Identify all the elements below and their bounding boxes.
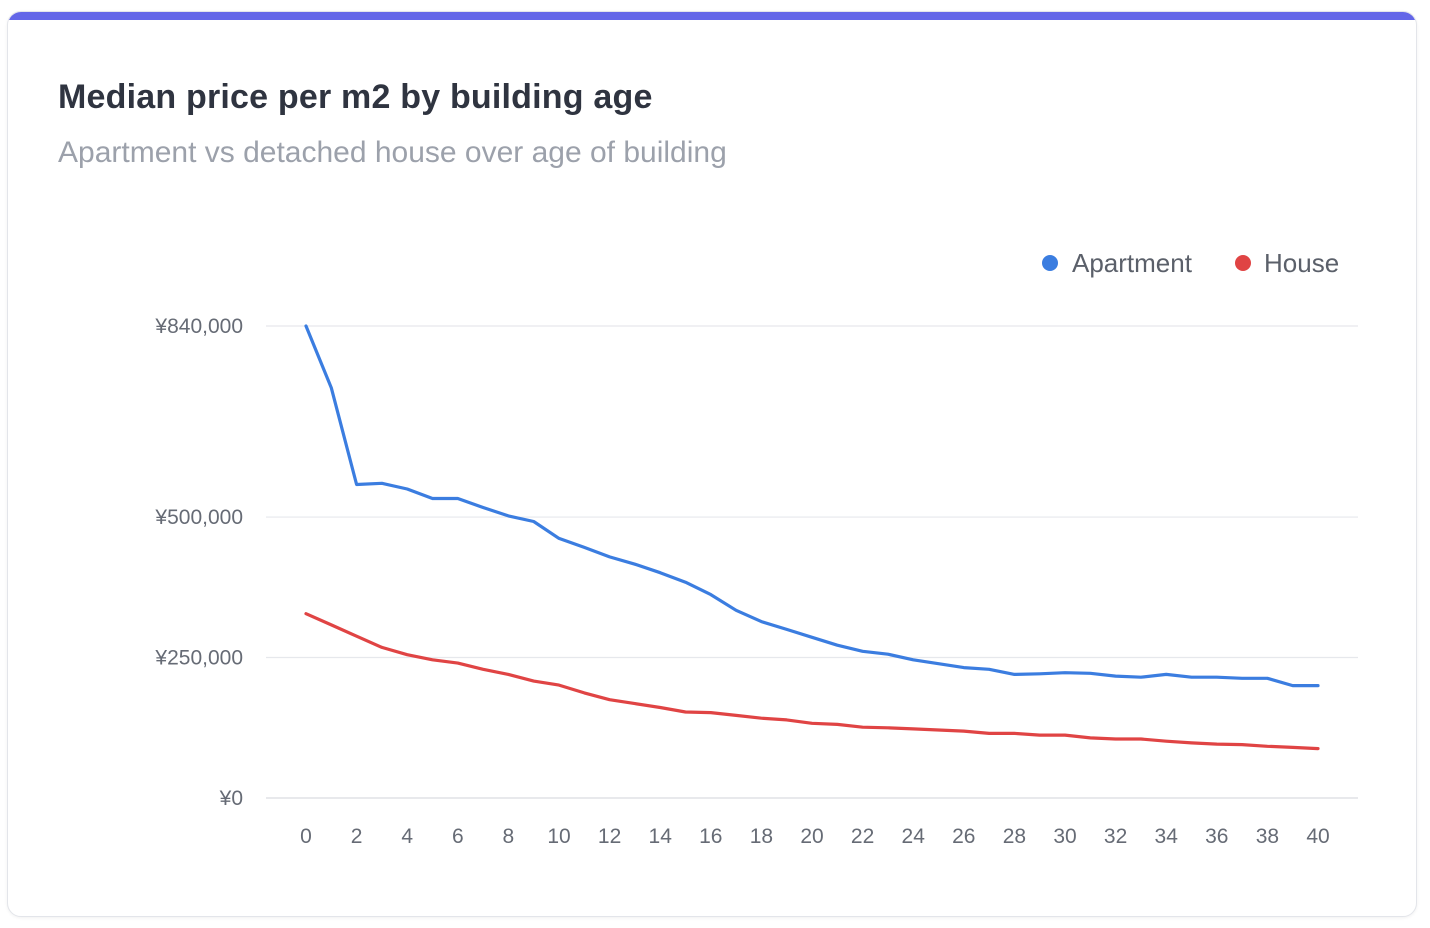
y-tick-label: ¥0	[219, 787, 243, 810]
y-tick-label: ¥840,000	[154, 315, 243, 338]
x-tick-label: 14	[649, 825, 673, 848]
x-tick-label: 16	[699, 825, 722, 848]
x-tick-label: 26	[952, 825, 975, 848]
x-tick-label: 18	[750, 825, 773, 848]
y-tick-label: ¥500,000	[154, 506, 243, 529]
legend-marker-house	[1235, 255, 1251, 271]
x-tick-label: 2	[351, 825, 363, 848]
card-accent-bar	[8, 12, 1416, 20]
x-tick-label: 22	[851, 825, 874, 848]
x-tick-label: 34	[1155, 825, 1179, 848]
x-tick-label: 6	[452, 825, 464, 848]
x-tick-label: 12	[598, 825, 621, 848]
x-tick-label: 28	[1003, 825, 1026, 848]
x-tick-label: 0	[300, 825, 312, 848]
series-line-house	[304, 612, 1320, 751]
legend-label-house: House	[1264, 248, 1339, 278]
legend-marker-apartment	[1042, 255, 1058, 271]
x-tick-label: 32	[1104, 825, 1127, 848]
x-tick-label: 24	[902, 825, 926, 848]
chart-card: Median price per m2 by building age Apar…	[7, 11, 1417, 917]
chart-title: Median price per m2 by building age	[58, 78, 653, 116]
x-tick-label: 20	[800, 825, 823, 848]
x-tick-label: 10	[547, 825, 570, 848]
chart-subtitle: Apartment vs detached house over age of …	[58, 136, 727, 169]
legend-label-apartment: Apartment	[1072, 248, 1193, 278]
x-tick-label: 8	[503, 825, 515, 848]
series-line-apartment	[304, 324, 1320, 688]
y-tick-label: ¥250,000	[154, 647, 243, 670]
x-tick-label: 40	[1306, 825, 1329, 848]
x-tick-label: 38	[1256, 825, 1279, 848]
x-tick-label: 30	[1053, 825, 1076, 848]
x-tick-label: 4	[401, 825, 413, 848]
x-tick-label: 36	[1205, 825, 1228, 848]
